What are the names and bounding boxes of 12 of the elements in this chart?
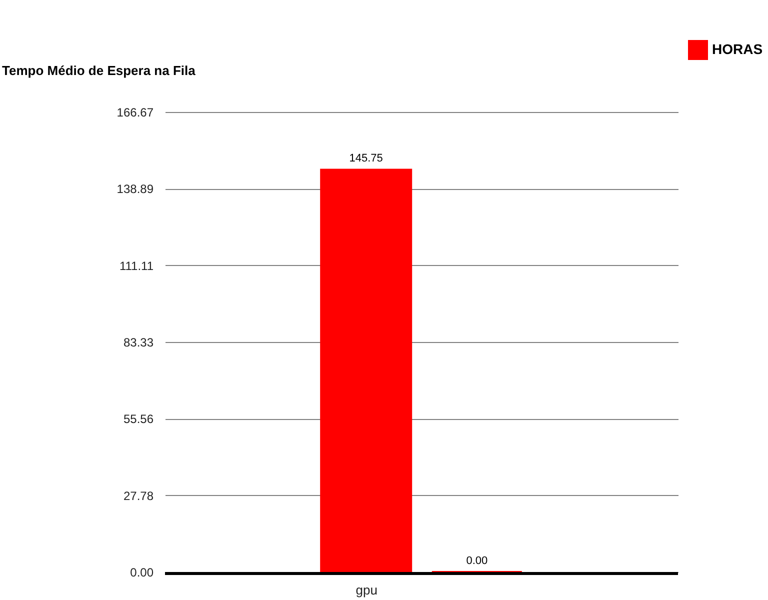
data-label: 0.00 <box>466 555 488 567</box>
y-tick-label: 83.33 <box>123 336 154 350</box>
chart-title: Tempo Médio de Espera na Fila <box>2 63 196 78</box>
y-tick-label: 111.11 <box>119 258 154 273</box>
y-tick-label: 166.67 <box>116 106 154 120</box>
y-tick-label: 27.78 <box>123 488 154 503</box>
x-tick-label: gpu <box>356 582 378 598</box>
y-tick-label: 0.00 <box>130 566 154 580</box>
legend-label: HORAS <box>712 41 763 57</box>
y-tick-label: 55.56 <box>123 412 154 426</box>
data-label: 145.75 <box>349 152 383 165</box>
y-tick-label: 138.89 <box>116 182 154 196</box>
